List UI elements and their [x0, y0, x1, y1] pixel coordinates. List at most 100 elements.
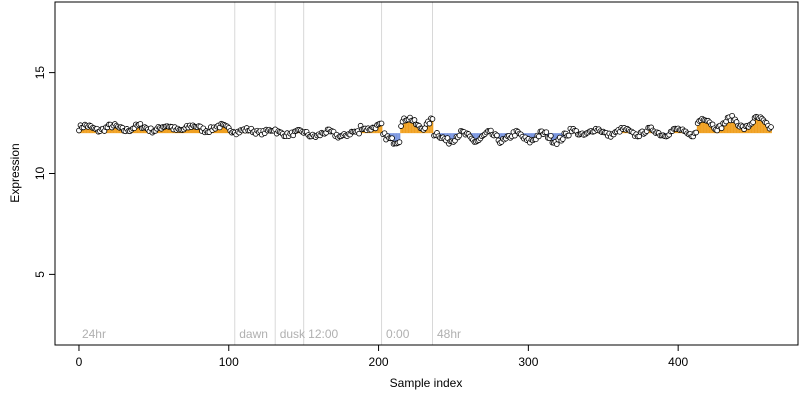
deviation-bar	[729, 120, 732, 134]
y-axis-label: Expression	[8, 143, 22, 202]
condition-label: 0:00	[386, 327, 410, 341]
deviation-bar	[115, 125, 118, 134]
deviation-bar	[85, 125, 88, 134]
deviation-bar	[737, 125, 739, 134]
deviation-bar	[377, 124, 380, 134]
deviation-bar	[190, 127, 193, 134]
deviation-bar	[734, 119, 736, 134]
deviation-bar	[379, 123, 381, 134]
deviation-bar	[740, 125, 742, 134]
deviation-bar	[114, 123, 116, 134]
deviation-bar	[398, 133, 401, 143]
deviation-bar	[224, 125, 227, 134]
deviation-bar	[87, 126, 89, 134]
condition-labels: 24hr dawn dusk 12:00 0:00 48hr	[82, 327, 461, 341]
deviation-bar	[412, 120, 414, 134]
deviation-bar	[473, 133, 476, 142]
deviation-bar	[702, 119, 705, 134]
deviation-bar	[198, 126, 200, 134]
deviation-bar	[406, 120, 408, 134]
data-point	[456, 132, 463, 139]
deviation-bar	[533, 133, 536, 140]
deviation-bar	[530, 133, 533, 140]
data-point	[543, 129, 550, 135]
condition-label: 24hr	[82, 327, 106, 341]
deviation-bar	[409, 117, 411, 134]
deviation-bar	[221, 124, 224, 134]
deviation-bar	[532, 133, 534, 141]
deviation-bar	[738, 126, 741, 134]
data-point	[429, 116, 436, 122]
x-tick-label: 200	[369, 355, 389, 369]
deviation-bar	[415, 124, 417, 134]
deviation-bar	[431, 119, 434, 134]
deviation-bar	[747, 126, 750, 134]
deviation-bar	[403, 118, 405, 134]
data-point	[494, 132, 500, 139]
deviation-bar	[746, 125, 748, 134]
deviation-bar	[451, 133, 453, 142]
deviation-bar	[707, 120, 709, 134]
deviation-bar	[732, 120, 735, 134]
data-point	[548, 133, 554, 139]
deviation-bar	[725, 121, 727, 134]
plot-frame	[54, 1, 799, 346]
deviation-bar	[136, 125, 139, 134]
deviation-bar	[750, 123, 753, 134]
deviation-bar	[416, 124, 419, 134]
deviation-bar	[701, 118, 703, 134]
deviation-bar	[764, 122, 766, 134]
data-point	[389, 135, 395, 141]
deviation-bar	[394, 133, 396, 144]
deviation-bar	[397, 133, 399, 143]
data-point	[444, 135, 451, 141]
deviation-bar	[476, 133, 479, 141]
deviation-bar	[111, 127, 113, 134]
x-tick-label: 300	[518, 355, 538, 369]
deviation-bar	[759, 117, 762, 134]
deviation-bar	[475, 133, 477, 142]
condition-label: dawn	[239, 327, 268, 341]
deviation-bar	[88, 125, 91, 134]
data-point	[768, 124, 774, 130]
data-point	[378, 120, 385, 127]
x-tick-label: 0	[76, 355, 83, 369]
deviation-bar	[165, 126, 167, 134]
deviation-bar	[163, 126, 166, 134]
deviation-bar	[82, 127, 85, 134]
deviation-bar	[169, 126, 172, 134]
condition-label: dusk	[280, 327, 306, 341]
deviation-bar	[380, 123, 383, 134]
deviation-bar	[193, 126, 196, 134]
deviation-bar	[553, 133, 555, 143]
deviation-bar	[166, 126, 169, 134]
deviation-bar	[752, 122, 754, 134]
deviation-bar	[106, 127, 109, 134]
data-point	[536, 133, 542, 140]
data-point	[512, 132, 518, 139]
deviation-bar	[223, 124, 226, 134]
data-point	[718, 125, 725, 132]
x-axis-label: Sample index	[390, 376, 463, 390]
deviation-bar	[756, 117, 759, 134]
deviation-bar	[728, 117, 730, 134]
deviation-bar	[562, 133, 564, 140]
deviation-bar	[452, 133, 455, 142]
data-points	[76, 112, 774, 147]
deviation-bar	[407, 119, 410, 134]
data-point	[554, 141, 560, 147]
deviation-bar	[758, 118, 760, 134]
deviation-bar	[195, 126, 197, 134]
x-axis: 0 100 200 300 400	[76, 344, 688, 369]
deviation-bar	[710, 124, 712, 134]
y-tick-label: 15	[33, 66, 47, 80]
data-point	[693, 129, 699, 136]
deviation-bar	[761, 118, 763, 134]
deviation-bar	[705, 120, 708, 134]
deviation-bar	[755, 116, 757, 134]
data-point	[560, 136, 566, 142]
y-tick-label: 5	[33, 271, 47, 278]
data-point	[750, 119, 756, 125]
deviation-bar	[410, 120, 413, 134]
